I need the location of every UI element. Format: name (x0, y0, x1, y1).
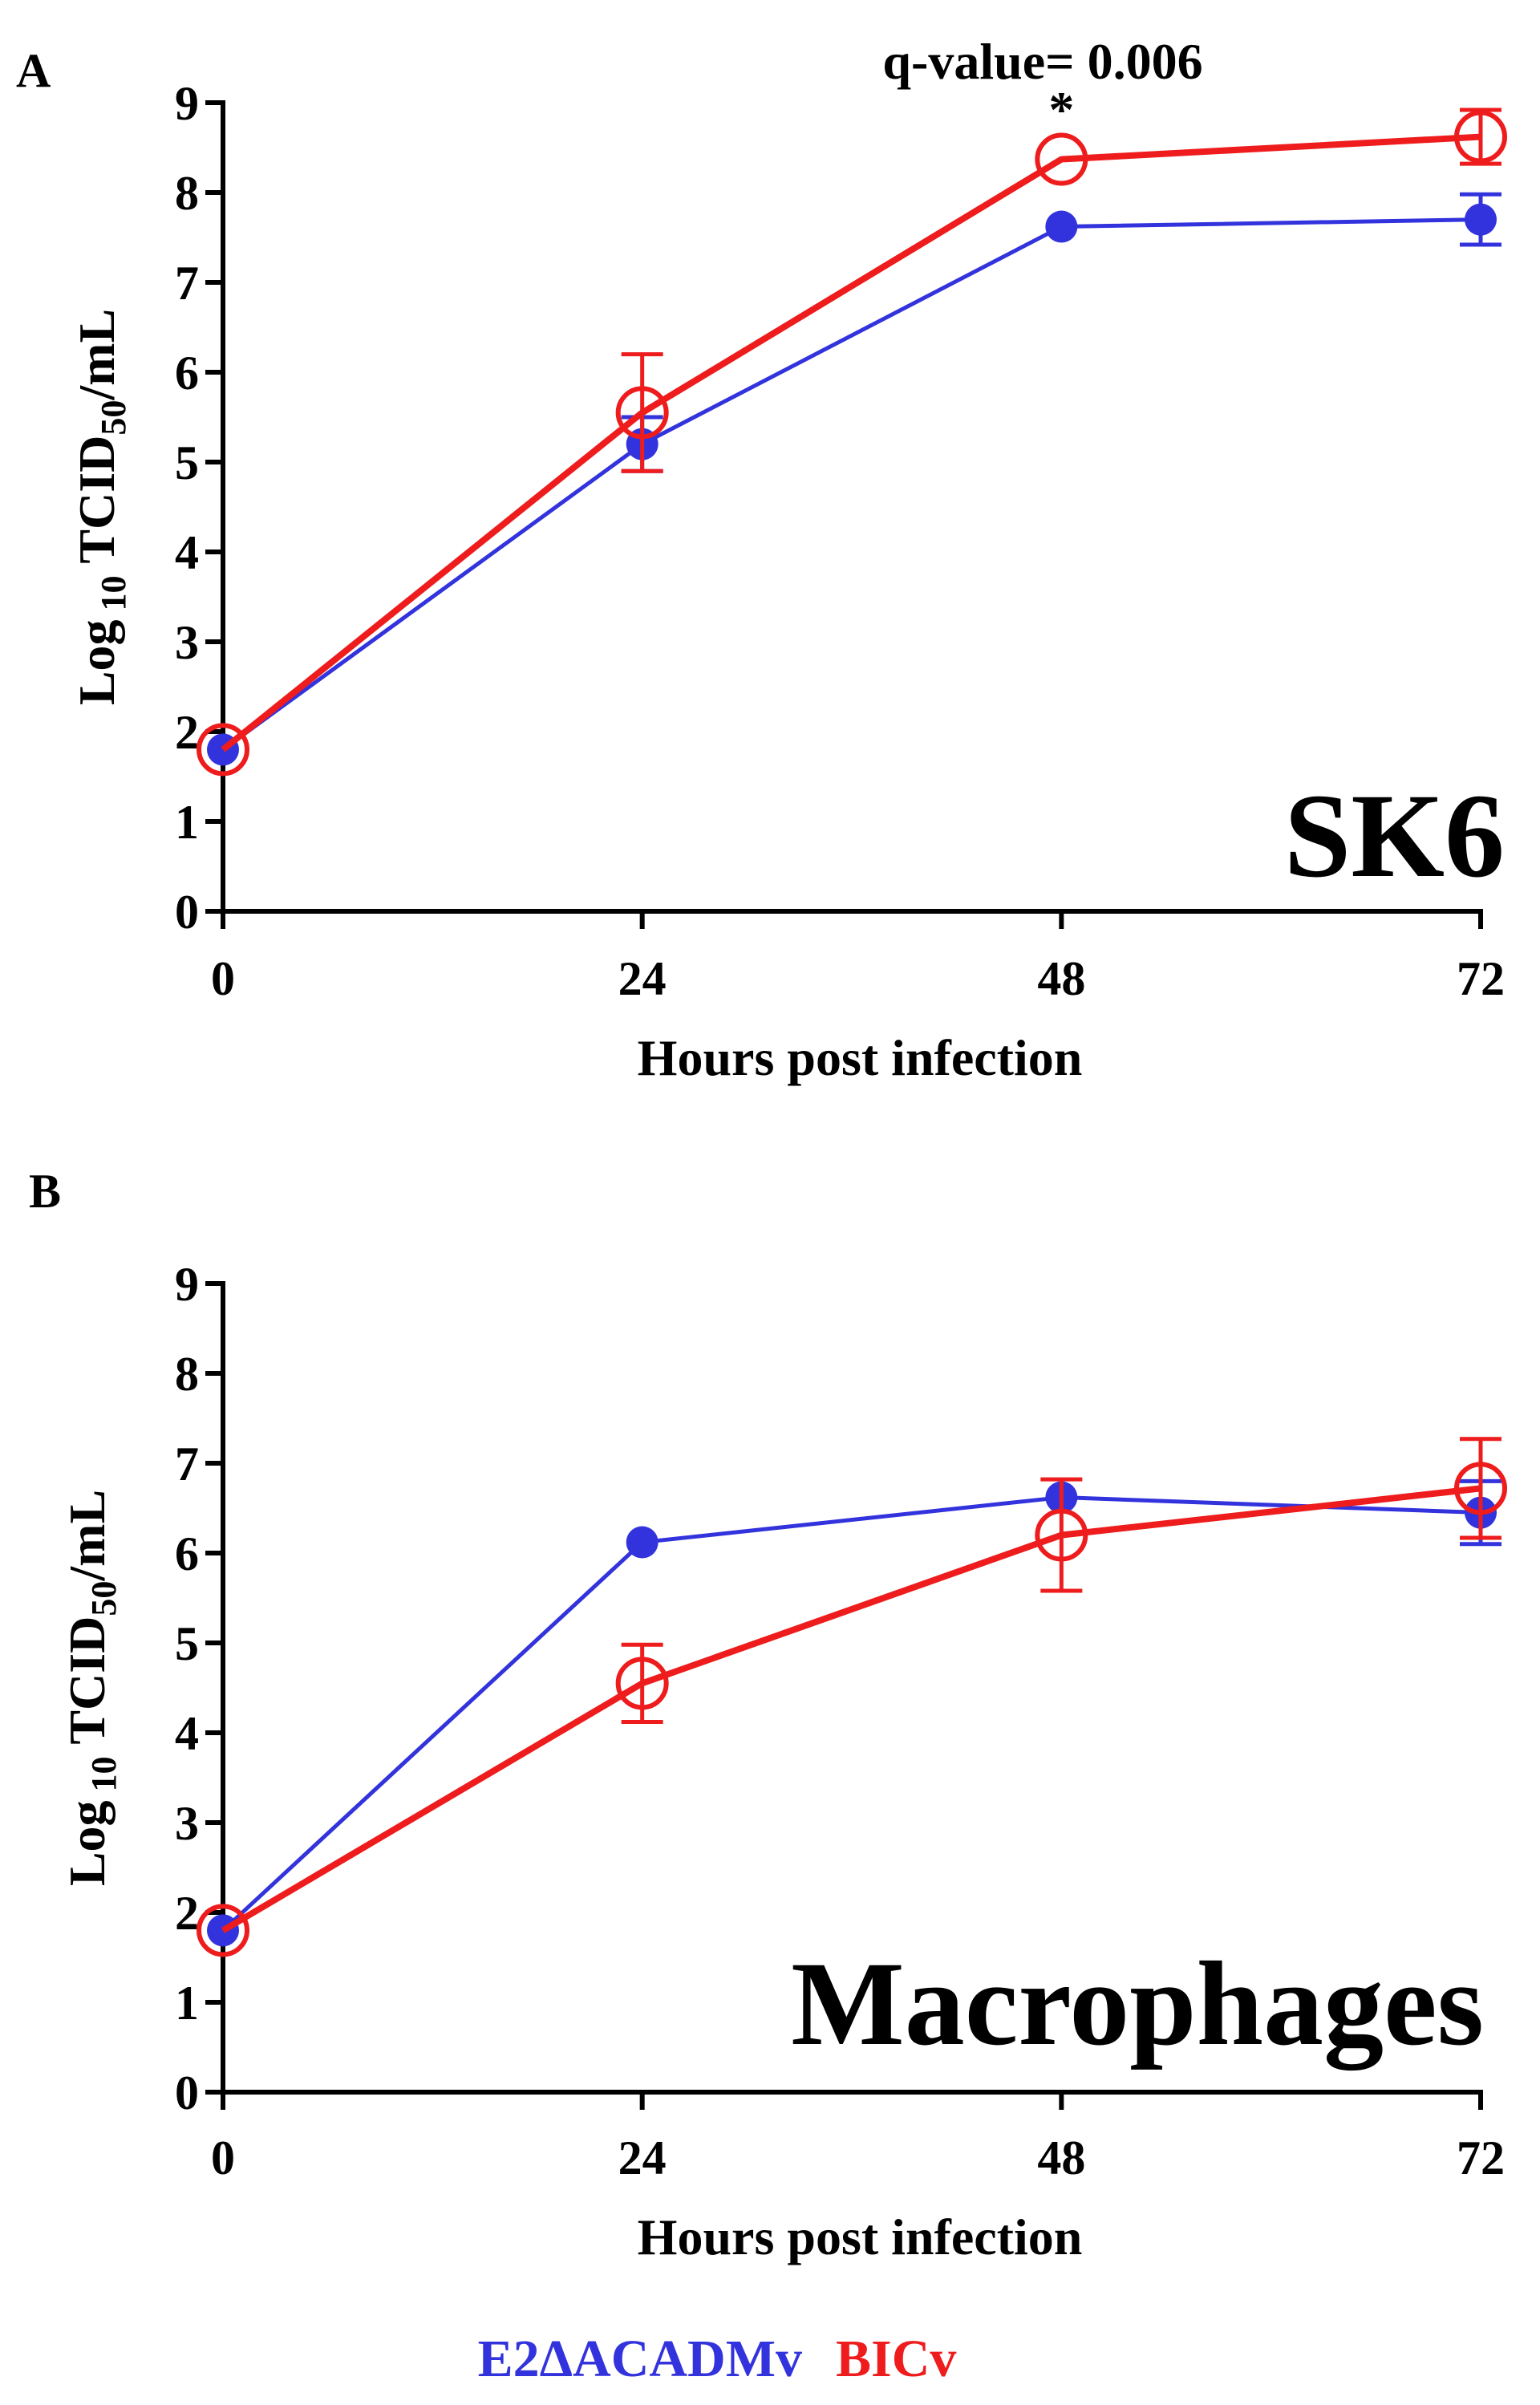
error-bar (1460, 107, 1502, 166)
data-point (1454, 1462, 1507, 1515)
y-tick-label: 4 (175, 1707, 199, 1760)
series-e2-acadmv (207, 1478, 1502, 1947)
y-tick-label: 9 (175, 77, 199, 130)
y-tick-label: 9 (175, 1258, 199, 1311)
y-tick-label: 3 (175, 1797, 199, 1850)
y-tick-label: 6 (175, 347, 199, 399)
data-point (615, 386, 669, 440)
x-tick-label: 24 (618, 952, 667, 1005)
y-tick-label: 5 (175, 436, 199, 489)
data-point (197, 723, 249, 777)
x-tick-label: 48 (1037, 2131, 1085, 2184)
data-point (1045, 210, 1078, 243)
series-line (221, 1495, 1481, 1933)
legend-entry-bicv: BICv (836, 2330, 956, 2388)
x-tick-label: 48 (1037, 952, 1085, 1005)
y-tick-label: 0 (175, 2066, 199, 2119)
x-tick-label: 72 (1457, 952, 1505, 1005)
x-tick-label: 0 (211, 2131, 235, 2184)
data-point (1035, 1508, 1088, 1562)
x-tick-label: 0 (211, 952, 235, 1005)
y-axis-title: Log 10 TCID50/mL (68, 309, 133, 705)
legend-entry-e2dacadmv: E2ΔACADMv (478, 2330, 802, 2388)
panel-letter: B (29, 1165, 61, 1218)
panel-name: SK6 (1284, 769, 1505, 902)
data-point (197, 1904, 249, 1957)
data-point (1035, 132, 1088, 186)
significance-star: * (1048, 81, 1074, 138)
series-line (221, 1485, 1481, 1933)
x-tick-label: 24 (618, 2131, 667, 2184)
y-tick-label: 7 (175, 257, 199, 310)
error-bar (621, 1642, 663, 1725)
legend: E2ΔACADMv BICv (478, 2330, 957, 2388)
panel-name: Macrophages (791, 1937, 1484, 2070)
y-tick-label: 7 (175, 1438, 199, 1490)
series-bicv (197, 1437, 1507, 1957)
y-axis-title: Log 10 TCID50/mL (59, 1490, 124, 1886)
y-tick-label: 0 (175, 886, 199, 939)
data-point (1454, 110, 1507, 164)
error-bar (1040, 1477, 1083, 1593)
y-tick-label: 2 (175, 706, 199, 759)
y-tick-label: 4 (175, 526, 199, 579)
y-tick-label: 6 (175, 1527, 199, 1580)
data-point (1465, 203, 1497, 236)
x-axis-title: Hours post infection (638, 2208, 1083, 2265)
y-tick-label: 8 (175, 1348, 199, 1401)
x-tick-label: 72 (1457, 2131, 1505, 2184)
y-tick-label: 2 (175, 1887, 199, 1940)
data-point (626, 1526, 659, 1559)
y-tick-label: 3 (175, 616, 199, 669)
y-tick-label: 8 (175, 167, 199, 220)
error-bar (1460, 1437, 1502, 1540)
panel-a-sk6: 0 1 2 3 4 5 6 7 8 9 0 24 48 72 Hours post infection Log… (16, 33, 1507, 1086)
series-line (221, 217, 1481, 752)
panel-letter: A (16, 44, 51, 97)
series-line (221, 133, 1481, 752)
y-tick-label: 5 (175, 1617, 199, 1670)
error-bar (621, 352, 663, 473)
series-e2-acadmv (207, 192, 1502, 766)
series-bicv (197, 107, 1507, 777)
q-value-annotation: q-value= 0.006 (882, 33, 1202, 90)
y-tick-label: 1 (175, 796, 199, 849)
panel-b-macrophages: 0 1 2 3 4 5 6 7 8 9 0 24 48 72 Hours post infection Log… (29, 1165, 1507, 2265)
data-point (615, 1657, 669, 1710)
x-axis-title: Hours post infection (638, 1029, 1083, 1086)
y-tick-label: 1 (175, 1977, 199, 2030)
